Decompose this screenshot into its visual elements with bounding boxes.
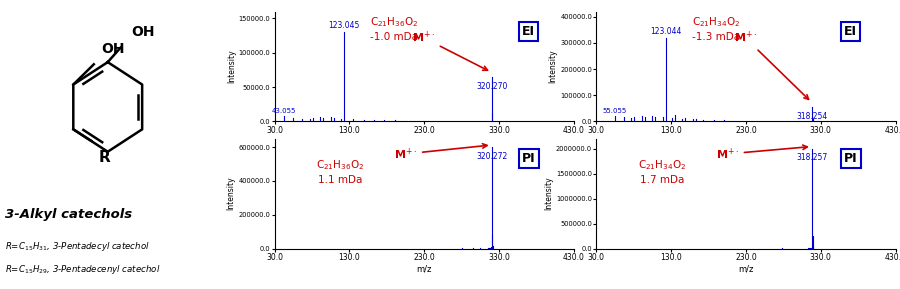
- X-axis label: m/z: m/z: [738, 264, 753, 273]
- Text: 123.045: 123.045: [328, 21, 360, 30]
- Text: EI: EI: [522, 25, 536, 38]
- Text: M$^{+\cdot}$: M$^{+\cdot}$: [394, 144, 487, 162]
- Text: R: R: [99, 150, 111, 164]
- Text: 55.055: 55.055: [603, 108, 627, 114]
- Y-axis label: Intensity: Intensity: [227, 50, 236, 83]
- Y-axis label: Intensity: Intensity: [544, 177, 554, 210]
- X-axis label: m/z: m/z: [417, 264, 432, 273]
- Y-axis label: Intensity: Intensity: [227, 177, 236, 210]
- Text: M$^{+\cdot}$: M$^{+\cdot}$: [716, 145, 807, 162]
- Y-axis label: Intensity: Intensity: [548, 50, 557, 83]
- Text: C$_{21}$H$_{34}$O$_2$
-1.3 mDa: C$_{21}$H$_{34}$O$_2$ -1.3 mDa: [692, 15, 740, 42]
- Text: 3-Alkyl catechols: 3-Alkyl catechols: [5, 208, 132, 221]
- Text: OH: OH: [102, 42, 125, 55]
- Text: C$_{21}$H$_{34}$O$_2$
1.7 mDa: C$_{21}$H$_{34}$O$_2$ 1.7 mDa: [638, 158, 687, 186]
- Text: 123.044: 123.044: [650, 27, 681, 36]
- Text: PI: PI: [844, 152, 858, 165]
- Text: 320.272: 320.272: [476, 151, 508, 161]
- Text: 320.270: 320.270: [476, 82, 508, 91]
- Text: 318.254: 318.254: [796, 112, 827, 121]
- Text: M$^{+\cdot}$: M$^{+\cdot}$: [412, 30, 488, 70]
- Text: M$^{+\cdot}$: M$^{+\cdot}$: [734, 30, 808, 99]
- Text: PI: PI: [522, 152, 536, 165]
- Text: R=C$_{15}$H$_{31}$, 3-Pentadecyl catechol: R=C$_{15}$H$_{31}$, 3-Pentadecyl catecho…: [5, 240, 150, 253]
- Text: OH: OH: [130, 25, 154, 39]
- Text: R=C$_{15}$H$_{29}$, 3-Pentadecenyl catechol: R=C$_{15}$H$_{29}$, 3-Pentadecenyl catec…: [5, 263, 160, 276]
- Text: C$_{21}$H$_{36}$O$_2$
1.1 mDa: C$_{21}$H$_{36}$O$_2$ 1.1 mDa: [316, 158, 364, 186]
- Text: C$_{21}$H$_{36}$O$_2$
-1.0 mDa: C$_{21}$H$_{36}$O$_2$ -1.0 mDa: [370, 15, 418, 42]
- Text: EI: EI: [844, 25, 857, 38]
- Text: 43.055: 43.055: [272, 108, 296, 114]
- Text: 318.257: 318.257: [796, 153, 827, 162]
